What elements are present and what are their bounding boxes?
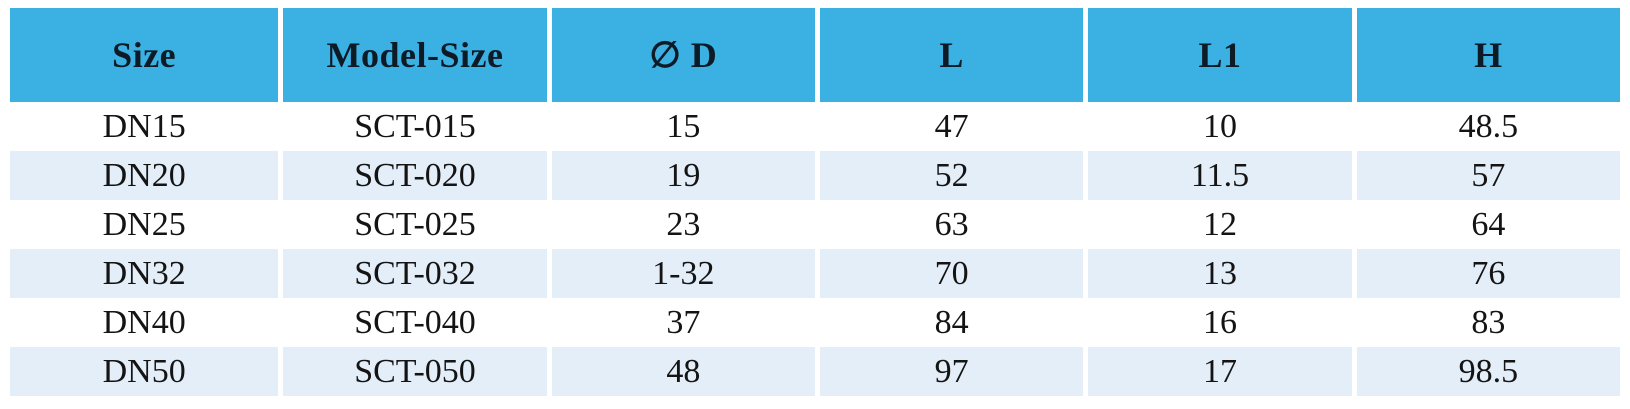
cell-l: 63: [815, 200, 1083, 249]
cell-h: 83: [1351, 298, 1620, 347]
cell-size: DN25: [102, 205, 186, 243]
cell-model-size: SCT-050: [278, 347, 547, 396]
cell-model-size: SCT-032: [278, 249, 547, 298]
cell-diameter-d: 23: [546, 200, 815, 249]
cell-l1: 13: [1083, 249, 1352, 298]
cell-model-size: SCT-040: [278, 298, 546, 347]
table-row: DN25 SCT-025 23 63 12 64: [10, 200, 1620, 249]
cell-size: DN50: [10, 347, 279, 396]
table-row: DN50 SCT-050 48 97 17 98.5: [10, 347, 1620, 396]
cell-l1: 17: [1083, 347, 1352, 396]
dimension-spec-table: Size Model-Size ∅ D L L1 H DN15 SCT-015 …: [10, 8, 1620, 396]
cell-l1: 10: [1083, 102, 1351, 151]
column-header-l: L: [815, 8, 1084, 102]
cell-h: 64: [1351, 200, 1620, 249]
cell-l: 70: [815, 249, 1084, 298]
cell-diameter-d: 37: [546, 298, 815, 347]
cell-size: DN20: [10, 151, 279, 200]
cell-model-size: SCT-015: [278, 102, 546, 151]
table-row: DN40 SCT-040 37 84 16 83: [10, 298, 1620, 347]
cell-h: 76: [1351, 249, 1620, 298]
table-header-row: Size Model-Size ∅ D L L1 H: [10, 8, 1620, 102]
cell-h: 98.5: [1351, 347, 1620, 396]
column-header-l1: L1: [1083, 8, 1352, 102]
column-header-diameter-d: ∅ D: [546, 8, 815, 102]
cell-h: 48.5: [1351, 102, 1620, 151]
cell-l1: 11.5: [1083, 151, 1352, 200]
cell-diameter-d: 48: [546, 347, 815, 396]
cell-l1: 16: [1083, 298, 1351, 347]
cell-l: 97: [815, 347, 1084, 396]
cell-diameter-d: 19: [546, 151, 815, 200]
table-row: DN20 SCT-020 19 52 11.5 57: [10, 151, 1620, 200]
cell-l: 84: [815, 298, 1083, 347]
cell-diameter-d: 15: [546, 102, 815, 151]
table-row: DN32 SCT-032 1-32 70 13 76: [10, 249, 1620, 298]
cell-model-size: SCT-020: [278, 151, 547, 200]
cell-l: 47: [815, 102, 1083, 151]
column-header-size: Size: [10, 8, 279, 102]
table-row: DN15 SCT-015 15 47 10 48.5: [10, 102, 1620, 151]
cell-h: 57: [1351, 151, 1620, 200]
cell-size: DN40: [102, 303, 186, 341]
cell-l: 52: [815, 151, 1084, 200]
cell-diameter-d: 1-32: [546, 249, 815, 298]
cell-l1: 12: [1083, 200, 1351, 249]
column-header-h: H: [1351, 8, 1620, 102]
cell-model-size: SCT-025: [278, 200, 546, 249]
column-header-model-size: Model-Size: [278, 8, 547, 102]
cell-size: DN15: [102, 107, 186, 145]
cell-size: DN32: [10, 249, 279, 298]
